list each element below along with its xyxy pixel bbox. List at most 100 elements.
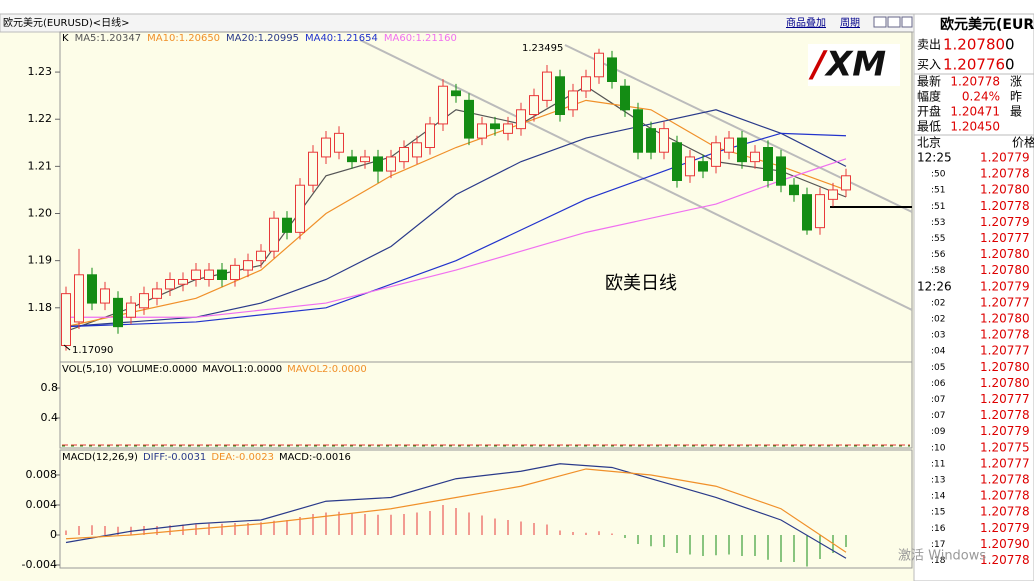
quote-volume: 0 (1005, 56, 1015, 74)
candle-body (360, 156, 370, 163)
tick-price: 1.20779 (980, 151, 1030, 165)
candle-body (243, 260, 253, 271)
candle-body (230, 264, 240, 281)
tool-icon[interactable] (887, 16, 901, 28)
candle-body (737, 137, 747, 163)
tick-price: 1.20790 (980, 537, 1030, 551)
overlay-button[interactable]: 商品叠加 (786, 16, 826, 29)
tick-time: :58 (931, 266, 946, 276)
candle-body (282, 217, 292, 233)
candle-body (490, 123, 500, 130)
tick-price: 1.20780 (980, 376, 1030, 390)
candle-body (555, 76, 565, 115)
quote-volume: 0 (1005, 36, 1015, 54)
tick-time: :50 (931, 170, 946, 180)
candle-body (412, 142, 422, 158)
indicator-line (65, 463, 847, 559)
candle-body (100, 288, 110, 304)
tick-time: :51 (931, 186, 945, 196)
candle-body (334, 132, 344, 153)
candle-body (295, 184, 305, 233)
legend-entry: K (62, 33, 69, 44)
tick-price: 1.20777 (980, 344, 1030, 358)
quote-label: 卖出 (917, 38, 941, 52)
legend-entry: MACD(12,26,9) (62, 452, 138, 463)
tick-price: 1.20780 (980, 247, 1030, 261)
tick-price: 1.20778 (980, 489, 1030, 503)
tick-price: 1.20777 (980, 295, 1030, 309)
quote-value: 0.24% (962, 90, 1000, 104)
quote-value: 1.20471 (950, 105, 1000, 119)
tick-time: :11 (931, 459, 945, 469)
y-tick-label: 0.8 (41, 381, 59, 394)
period-button[interactable]: 周期 (840, 17, 860, 29)
candle-body (204, 269, 214, 281)
candle-body (685, 156, 695, 177)
candle-body (763, 147, 773, 181)
candle-body (165, 279, 175, 290)
legend-entry: VOL(5,10) (62, 364, 112, 375)
tick-time: :05 (931, 363, 945, 373)
candle-body (308, 151, 318, 186)
tick-price: 1.20775 (980, 440, 1030, 454)
tick-time: :03 (931, 331, 945, 341)
candle-body (633, 109, 643, 153)
y-tick-label: 1.23 (28, 65, 53, 78)
candle-body (269, 217, 279, 252)
tick-time: 12:26 (917, 279, 952, 293)
tick-time: :51 (931, 202, 945, 212)
indicator-line (66, 158, 847, 318)
volume-panel (59, 361, 913, 449)
candle-body (659, 128, 669, 153)
y-tick-label: 1.20 (28, 207, 53, 220)
candle-body (425, 123, 435, 149)
tick-time: 12:25 (917, 151, 952, 165)
quote-label: 最 (1010, 105, 1022, 119)
candle-body (139, 293, 149, 309)
quote-price: 1.20776 (943, 56, 1005, 74)
candle-body (451, 90, 461, 97)
macd-panel (59, 449, 913, 569)
tick-price: 1.20780 (980, 312, 1030, 326)
tick-time: :55 (931, 234, 945, 244)
tick-time: :13 (931, 476, 945, 486)
tick-time: :56 (931, 250, 946, 260)
candle-body (438, 85, 448, 125)
tick-time: :16 (931, 524, 946, 534)
legend-entry: MA60:1.21160 (384, 33, 457, 44)
candle-body (711, 142, 721, 167)
candle-body (594, 52, 604, 78)
tool-icon[interactable] (873, 16, 887, 28)
tick-price: 1.20778 (980, 408, 1030, 422)
candle-body (581, 76, 591, 92)
y-tick-label: 0.4 (41, 411, 59, 424)
tick-price: 1.20779 (980, 424, 1030, 438)
quote-title: 欧元美元(EURUSD) (940, 16, 1034, 33)
legend-entry: MACD:-0.0016 (279, 452, 351, 463)
y-tick-label: 0 (50, 528, 57, 541)
candle-body (815, 194, 825, 229)
legend-entry: DIFF:-0.0031 (143, 452, 206, 463)
tick-time: :14 (931, 492, 946, 502)
tick-time: :10 (931, 443, 946, 453)
svg-text:XM: XM (824, 45, 886, 85)
candle-body (516, 109, 526, 130)
tick-price: 1.20777 (980, 456, 1030, 470)
tool-icon[interactable] (901, 16, 913, 28)
tick-time: :07 (931, 395, 945, 405)
title-bar (0, 13, 915, 33)
candle-body (217, 269, 227, 281)
watermark: 激活 Windows (898, 549, 986, 564)
tick-price: 1.20779 (980, 215, 1030, 229)
quote-label: 最新 (917, 74, 941, 89)
candle-body (750, 151, 760, 163)
candle-body (74, 274, 84, 323)
candle-body (373, 156, 383, 172)
tick-price: 1.20778 (980, 505, 1030, 519)
tick-time: :17 (931, 540, 945, 550)
trend-line (564, 44, 912, 213)
tick-time: :02 (931, 315, 945, 325)
annotation-pointer (63, 344, 71, 351)
